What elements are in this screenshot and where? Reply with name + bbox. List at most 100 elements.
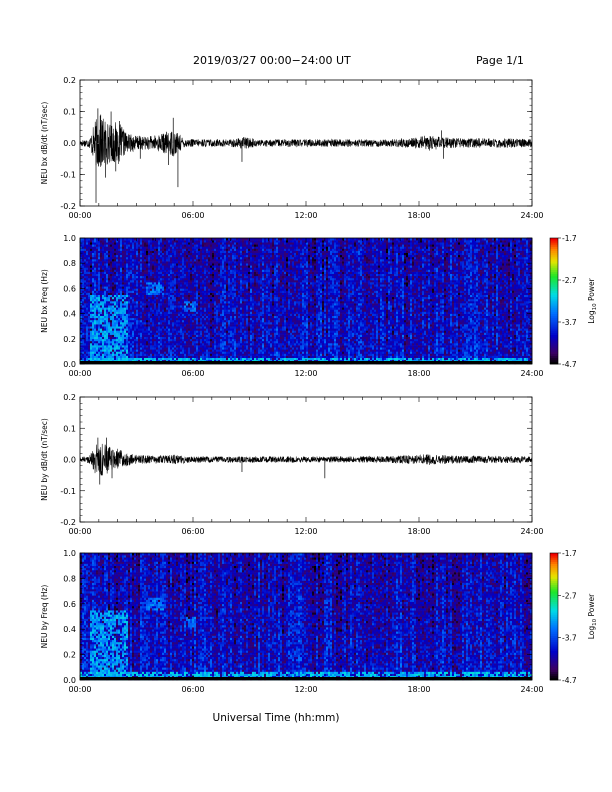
spectrogram-cell [144,345,146,347]
spectrogram-cell [198,265,200,267]
spectrogram-cell [234,261,236,263]
spectrogram-cell [174,343,176,345]
spectrogram-cell [226,257,228,259]
spectrogram-cell [120,341,122,343]
spectrogram-cell [200,284,202,286]
spectrogram-cell [208,286,210,288]
spectrogram-cell [236,251,238,253]
spectrogram-cell [186,240,188,242]
spectrogram-cell [186,333,188,335]
spectrogram-cell [200,272,202,274]
spectrogram-cell [144,286,146,288]
spectrogram-cell [186,244,188,246]
spectrogram-cell [212,265,214,267]
spectrogram-cell [168,337,170,339]
spectrogram-cell [164,326,166,328]
spectrogram-cell [224,246,226,248]
spectrogram-cell [204,343,206,345]
spectrogram-cell [186,270,188,272]
spectrogram-cell [116,265,118,267]
spectrogram-cell [90,240,92,242]
spectrogram-cell [136,297,138,299]
spectrogram-cell [240,297,242,299]
spectrogram-cell [96,282,98,284]
spectrogram-cell [96,242,98,244]
spectrogram-cell [184,318,186,320]
spectrogram-cell [90,272,92,274]
spectrogram-cell [122,333,124,335]
spectrogram-cell [92,345,94,347]
spectrogram-cell [230,320,232,322]
spectrogram-cell [96,280,98,282]
spectrogram-cell [108,274,110,276]
spectrogram-cell [118,328,120,330]
spectrogram-cell [112,278,114,280]
spectrogram-cell [184,242,186,244]
spectrogram-cell [182,259,184,261]
spectrogram-cell [164,349,166,351]
spectrogram-cell [110,244,112,246]
spectrogram-cell [114,272,116,274]
spectrogram-cell [174,270,176,272]
spectrogram-cell [118,312,120,314]
spectrogram-cell [206,293,208,295]
spectrogram-cell [158,341,160,343]
spectrogram-cell [210,293,212,295]
spectrogram-cell [152,291,154,293]
spectrogram-cell [88,293,90,295]
spectrogram-cell [164,299,166,301]
spectrogram-cell [96,341,98,343]
spectrogram-cell [214,303,216,305]
spectrogram-cell [158,246,160,248]
spectrogram-cell [90,261,92,263]
spectrogram-cell [128,297,130,299]
spectrogram-cell [212,244,214,246]
spectrogram-cell [176,291,178,293]
spectrogram-cell [200,345,202,347]
spectrogram-cell [148,320,150,322]
spectrogram-cell [196,272,198,274]
spectrogram-cell [180,280,182,282]
spectrogram-cell [120,240,122,242]
spectrogram-cell [196,276,198,278]
spectrogram-cell [164,249,166,251]
spectrogram-cell [226,265,228,267]
spectrogram-cell [212,312,214,314]
spectrogram-cell [152,278,154,280]
spectrogram-cell [182,343,184,345]
spectrogram-cell [214,309,216,311]
spectrogram-cell [174,305,176,307]
spectrogram-cell [188,301,190,303]
spectrogram-cell [220,347,222,349]
spectrogram-cell [164,272,166,274]
spectrogram-cell [204,337,206,339]
spectrogram-cell [112,356,114,358]
spectrogram-cell [152,274,154,276]
spectrogram-cell [224,339,226,341]
spectrogram-cell [222,305,224,307]
spectrogram-cell [222,326,224,328]
spectrogram-cell [230,261,232,263]
spectrogram-cell [168,244,170,246]
spectrogram-cell [204,356,206,358]
spectrogram-cell [232,265,234,267]
spectrogram-cell [222,324,224,326]
spectrogram-cell [86,320,88,322]
spectrogram-cell [90,286,92,288]
spectrogram-cell [238,257,240,259]
spectrogram-cell [112,307,114,309]
spectrogram-cell [238,255,240,257]
spectrogram-cell [112,297,114,299]
spectrogram-cell [88,343,90,345]
spectrogram-cell [196,349,198,351]
spectrogram-cell [216,322,218,324]
spectrogram-cell [196,297,198,299]
spectrogram-cell [114,316,116,318]
spectrogram-cell [112,274,114,276]
spectrogram-cell [138,274,140,276]
spectrogram-cell [234,303,236,305]
spectrogram-cell [158,337,160,339]
spectrogram-cell [230,280,232,282]
spectrogram-cell [180,303,182,305]
spectrogram-cell [106,347,108,349]
